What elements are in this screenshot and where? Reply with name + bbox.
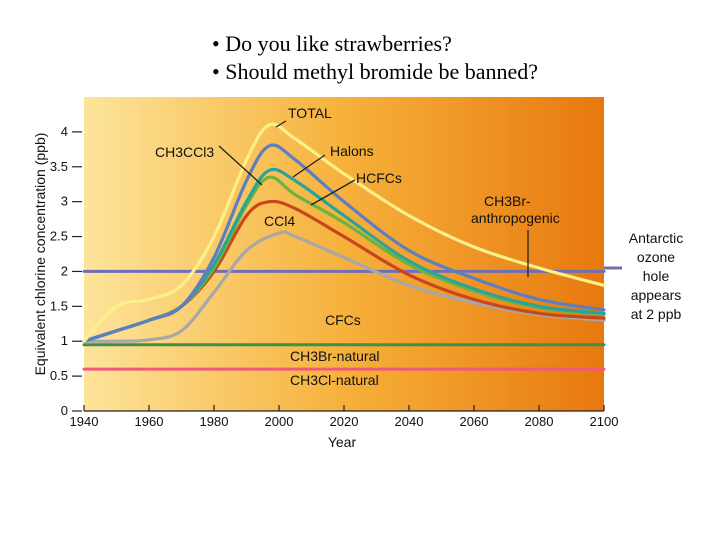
bullet-strawberries: Do you like strawberries? — [212, 30, 538, 58]
label-ozone-5: at 2 ppb — [631, 306, 682, 322]
y-tick-label: 2.5 — [50, 229, 68, 244]
x-tick-label: 1940 — [70, 414, 99, 429]
label-ch3ccl3: CH3CCl3 — [155, 144, 214, 160]
y-tick-label: 2 — [61, 263, 68, 278]
slide-bullets: Do you like strawberries? Should methyl … — [212, 30, 538, 86]
series-cfcs — [82, 230, 606, 343]
label-cfcs: CFCs — [325, 312, 361, 328]
x-tick-label: 2000 — [265, 414, 294, 429]
x-tick-label: 2020 — [330, 414, 359, 429]
label-halons: Halons — [330, 143, 374, 159]
y-tick-label: 3 — [61, 194, 68, 209]
x-tick-label: 2080 — [525, 414, 554, 429]
x-tick-label: 2060 — [460, 414, 489, 429]
label-ozone-4: appears — [631, 287, 682, 303]
plot-background — [84, 97, 604, 411]
series-total — [82, 122, 606, 343]
label-ch3cl-natural: CH3Cl-natural — [290, 372, 379, 388]
x-axis-label: Year — [328, 434, 357, 450]
y-tick-label: 0.5 — [50, 368, 68, 383]
y-tick-label: 4 — [61, 124, 68, 139]
label-ozone-1: Antarctic — [629, 230, 683, 246]
label-ozone-2: ozone — [637, 249, 675, 265]
y-tick-label: 1.5 — [50, 298, 68, 313]
y-tick-label: 3.5 — [50, 159, 68, 174]
series-halons — [82, 143, 606, 343]
label-ch3br-anthro-2: anthropogenic — [471, 210, 560, 226]
y-tick-label: 0 — [61, 403, 68, 418]
x-tick-label: 1980 — [200, 414, 229, 429]
x-tick-label: 1960 — [135, 414, 164, 429]
x-tick-label: 2040 — [395, 414, 424, 429]
label-ch3br-natural: CH3Br-natural — [290, 348, 379, 364]
label-hcfcs: HCFCs — [356, 170, 402, 186]
label-ozone-3: hole — [643, 268, 670, 284]
ch3ccl3-leader — [218, 145, 263, 186]
label-total: TOTAL — [288, 105, 332, 121]
halons-leader — [292, 154, 326, 178]
ticks: 1940 1960 1980 2000 2020 2040 2060 2080 2100 0 0.5… — [50, 124, 619, 429]
y-tick-label: 1 — [61, 333, 68, 348]
series-layer — [82, 122, 606, 371]
y-axis-label: Equivalent chlorine concentration (ppb) — [32, 133, 48, 376]
total-leader — [275, 120, 287, 128]
bullet-methyl-bromide: Should methyl bromide be banned? — [212, 58, 538, 86]
label-ccl4: CCl4 — [264, 213, 295, 229]
hcfcs-leader — [310, 179, 356, 206]
label-ch3br-anthro-1: CH3Br- — [484, 193, 531, 209]
x-tick-label: 2100 — [590, 414, 619, 429]
